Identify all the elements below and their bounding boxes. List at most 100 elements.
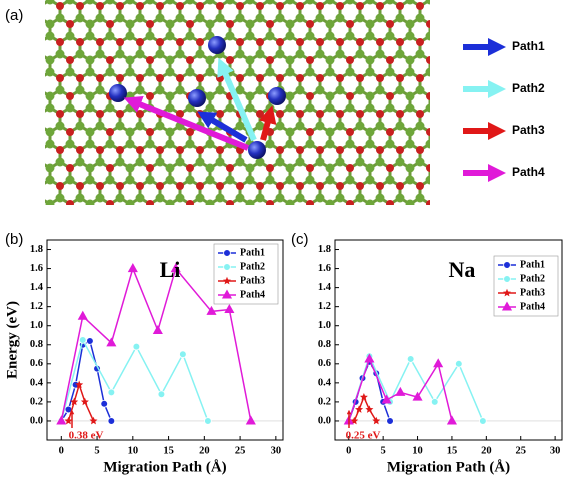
marker xyxy=(77,310,88,320)
marker xyxy=(503,288,511,297)
legend-label: Path4 xyxy=(240,289,265,300)
x-tick-label: 15 xyxy=(447,445,458,456)
marker xyxy=(223,276,231,285)
marker xyxy=(179,350,187,359)
marker xyxy=(80,397,89,406)
legend-label: Path4 xyxy=(512,165,545,179)
y-tick-label: 1.2 xyxy=(318,301,331,312)
y-tick-label: 1.8 xyxy=(318,244,331,255)
marker xyxy=(75,380,84,389)
y-tick-label: 0.2 xyxy=(318,396,331,407)
x-axis-label: Migration Path (Å) xyxy=(387,459,510,475)
marker xyxy=(221,289,233,299)
y-tick-label: 0.6 xyxy=(318,358,331,369)
legend-label: Path1 xyxy=(512,39,545,53)
marker xyxy=(430,398,439,406)
legend-label: Path2 xyxy=(240,261,265,272)
plot-frame xyxy=(334,239,563,441)
plot-frame xyxy=(46,239,284,441)
panel-label: (b) xyxy=(5,231,23,248)
marker xyxy=(433,358,444,368)
marker xyxy=(64,416,73,425)
marker xyxy=(501,301,513,311)
y-tick-label: 0.0 xyxy=(30,415,43,426)
x-tick-label: 30 xyxy=(271,445,282,456)
marker xyxy=(152,324,163,334)
series-line xyxy=(60,339,113,422)
legend-label: Path2 xyxy=(512,81,545,95)
y-tick-label: 1.8 xyxy=(30,244,43,255)
x-tick-label: 5 xyxy=(381,445,386,456)
marker xyxy=(386,417,394,425)
x-axis-label: Migration Path (Å) xyxy=(103,459,226,475)
barrier-label: 0.38 eV xyxy=(69,430,104,442)
marker xyxy=(78,336,87,344)
marker xyxy=(86,337,94,345)
legend-label: Path1 xyxy=(240,247,265,258)
y-tick-label: 1.4 xyxy=(318,282,332,293)
marker xyxy=(479,417,487,425)
x-tick-label: 0 xyxy=(59,445,64,456)
y-tick-label: 1.0 xyxy=(30,320,43,331)
marker xyxy=(223,249,231,257)
panel-label: (c) xyxy=(291,231,309,248)
path-arrow xyxy=(258,105,277,141)
x-tick-label: 10 xyxy=(128,445,139,456)
legend-label: Path4 xyxy=(520,301,545,312)
marker xyxy=(127,263,138,273)
path-arrow xyxy=(123,96,250,151)
x-tick-label: 25 xyxy=(235,445,246,456)
marker xyxy=(381,394,392,404)
atom xyxy=(248,141,266,159)
marker xyxy=(245,415,256,425)
y-tick-label: 0.2 xyxy=(30,396,43,407)
marker xyxy=(223,263,231,271)
y-tick-label: 1.2 xyxy=(30,301,43,312)
legend: Path1 Path2 Path3 Path4 xyxy=(493,255,559,317)
marker xyxy=(503,261,511,269)
path-arrow xyxy=(217,57,257,142)
y-axis-label: Energy (eV) xyxy=(4,301,20,379)
legend-label: Path2 xyxy=(520,273,545,284)
annotation: Na xyxy=(449,257,476,282)
x-tick-label: 10 xyxy=(412,445,423,456)
marker xyxy=(70,397,79,406)
marker xyxy=(455,360,463,368)
marker xyxy=(204,417,212,425)
marker xyxy=(364,353,375,363)
x-tick-label: 25 xyxy=(515,445,526,456)
marker xyxy=(56,415,67,425)
marker xyxy=(132,342,141,351)
marker xyxy=(446,415,457,425)
x-tick-label: 5 xyxy=(94,445,99,456)
series-line xyxy=(348,360,391,422)
legend-label: Path3 xyxy=(520,287,545,298)
atoms xyxy=(109,36,286,107)
marker xyxy=(355,405,364,413)
x-tick-label: 20 xyxy=(481,445,492,456)
y-tick-label: 1.6 xyxy=(30,263,43,274)
marker xyxy=(359,392,368,401)
legend: Path1 Path2 Path3 Path4 xyxy=(463,38,545,182)
marker xyxy=(170,263,181,273)
y-tick-label: 0.8 xyxy=(30,339,43,350)
marker xyxy=(372,416,381,425)
legend-label: Path1 xyxy=(520,259,545,270)
y-tick-label: 0.0 xyxy=(318,415,331,426)
x-tick-label: 30 xyxy=(550,445,561,456)
y-tick-label: 0.4 xyxy=(318,377,332,388)
marker xyxy=(395,386,406,396)
marker xyxy=(89,416,98,425)
legend: Path1 Path2 Path3 Path4 xyxy=(213,243,279,305)
y-tick-label: 1.0 xyxy=(318,320,331,331)
y-tick-label: 0.8 xyxy=(318,339,331,350)
marker xyxy=(157,390,166,399)
legend-label: Path3 xyxy=(512,123,545,137)
path-arrow xyxy=(197,111,248,143)
panel-label: (a) xyxy=(5,7,23,24)
x-tick-label: 20 xyxy=(199,445,210,456)
x-tick-label: 0 xyxy=(346,445,351,456)
y-tick-label: 0.6 xyxy=(30,358,43,369)
y-tick-label: 1.4 xyxy=(30,282,44,293)
